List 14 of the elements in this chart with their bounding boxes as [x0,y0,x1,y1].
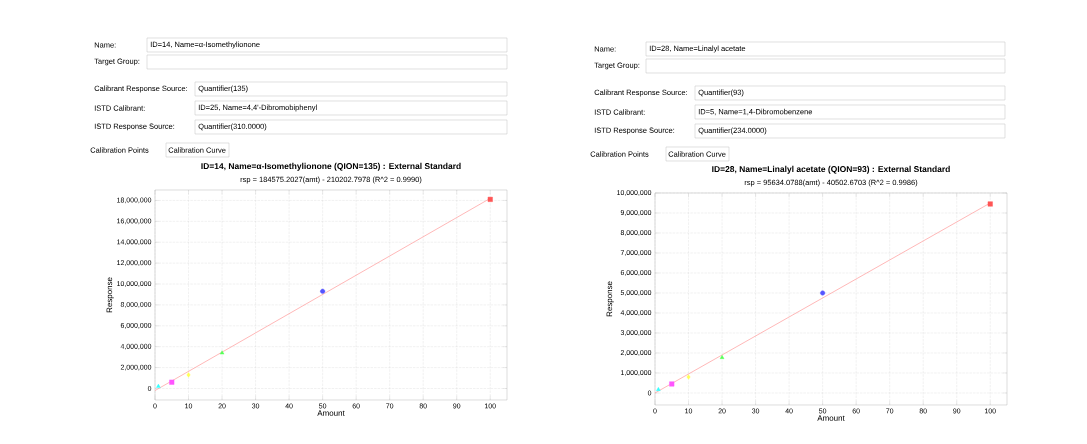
chart-title: ID=28, Name=Linalyl acetate (QION=93) : External Standard [712,165,950,174]
point [169,379,175,385]
point [487,196,493,202]
chart-title: ID=14, Name=α-Isomethylionone (QION=135) : External Standard [201,162,461,171]
point [656,387,661,391]
point [669,381,675,387]
point [219,350,225,355]
point [320,288,326,294]
point [719,355,725,359]
point [987,201,993,207]
point [186,372,191,378]
point [820,290,826,296]
point [156,383,161,388]
point [686,374,691,380]
